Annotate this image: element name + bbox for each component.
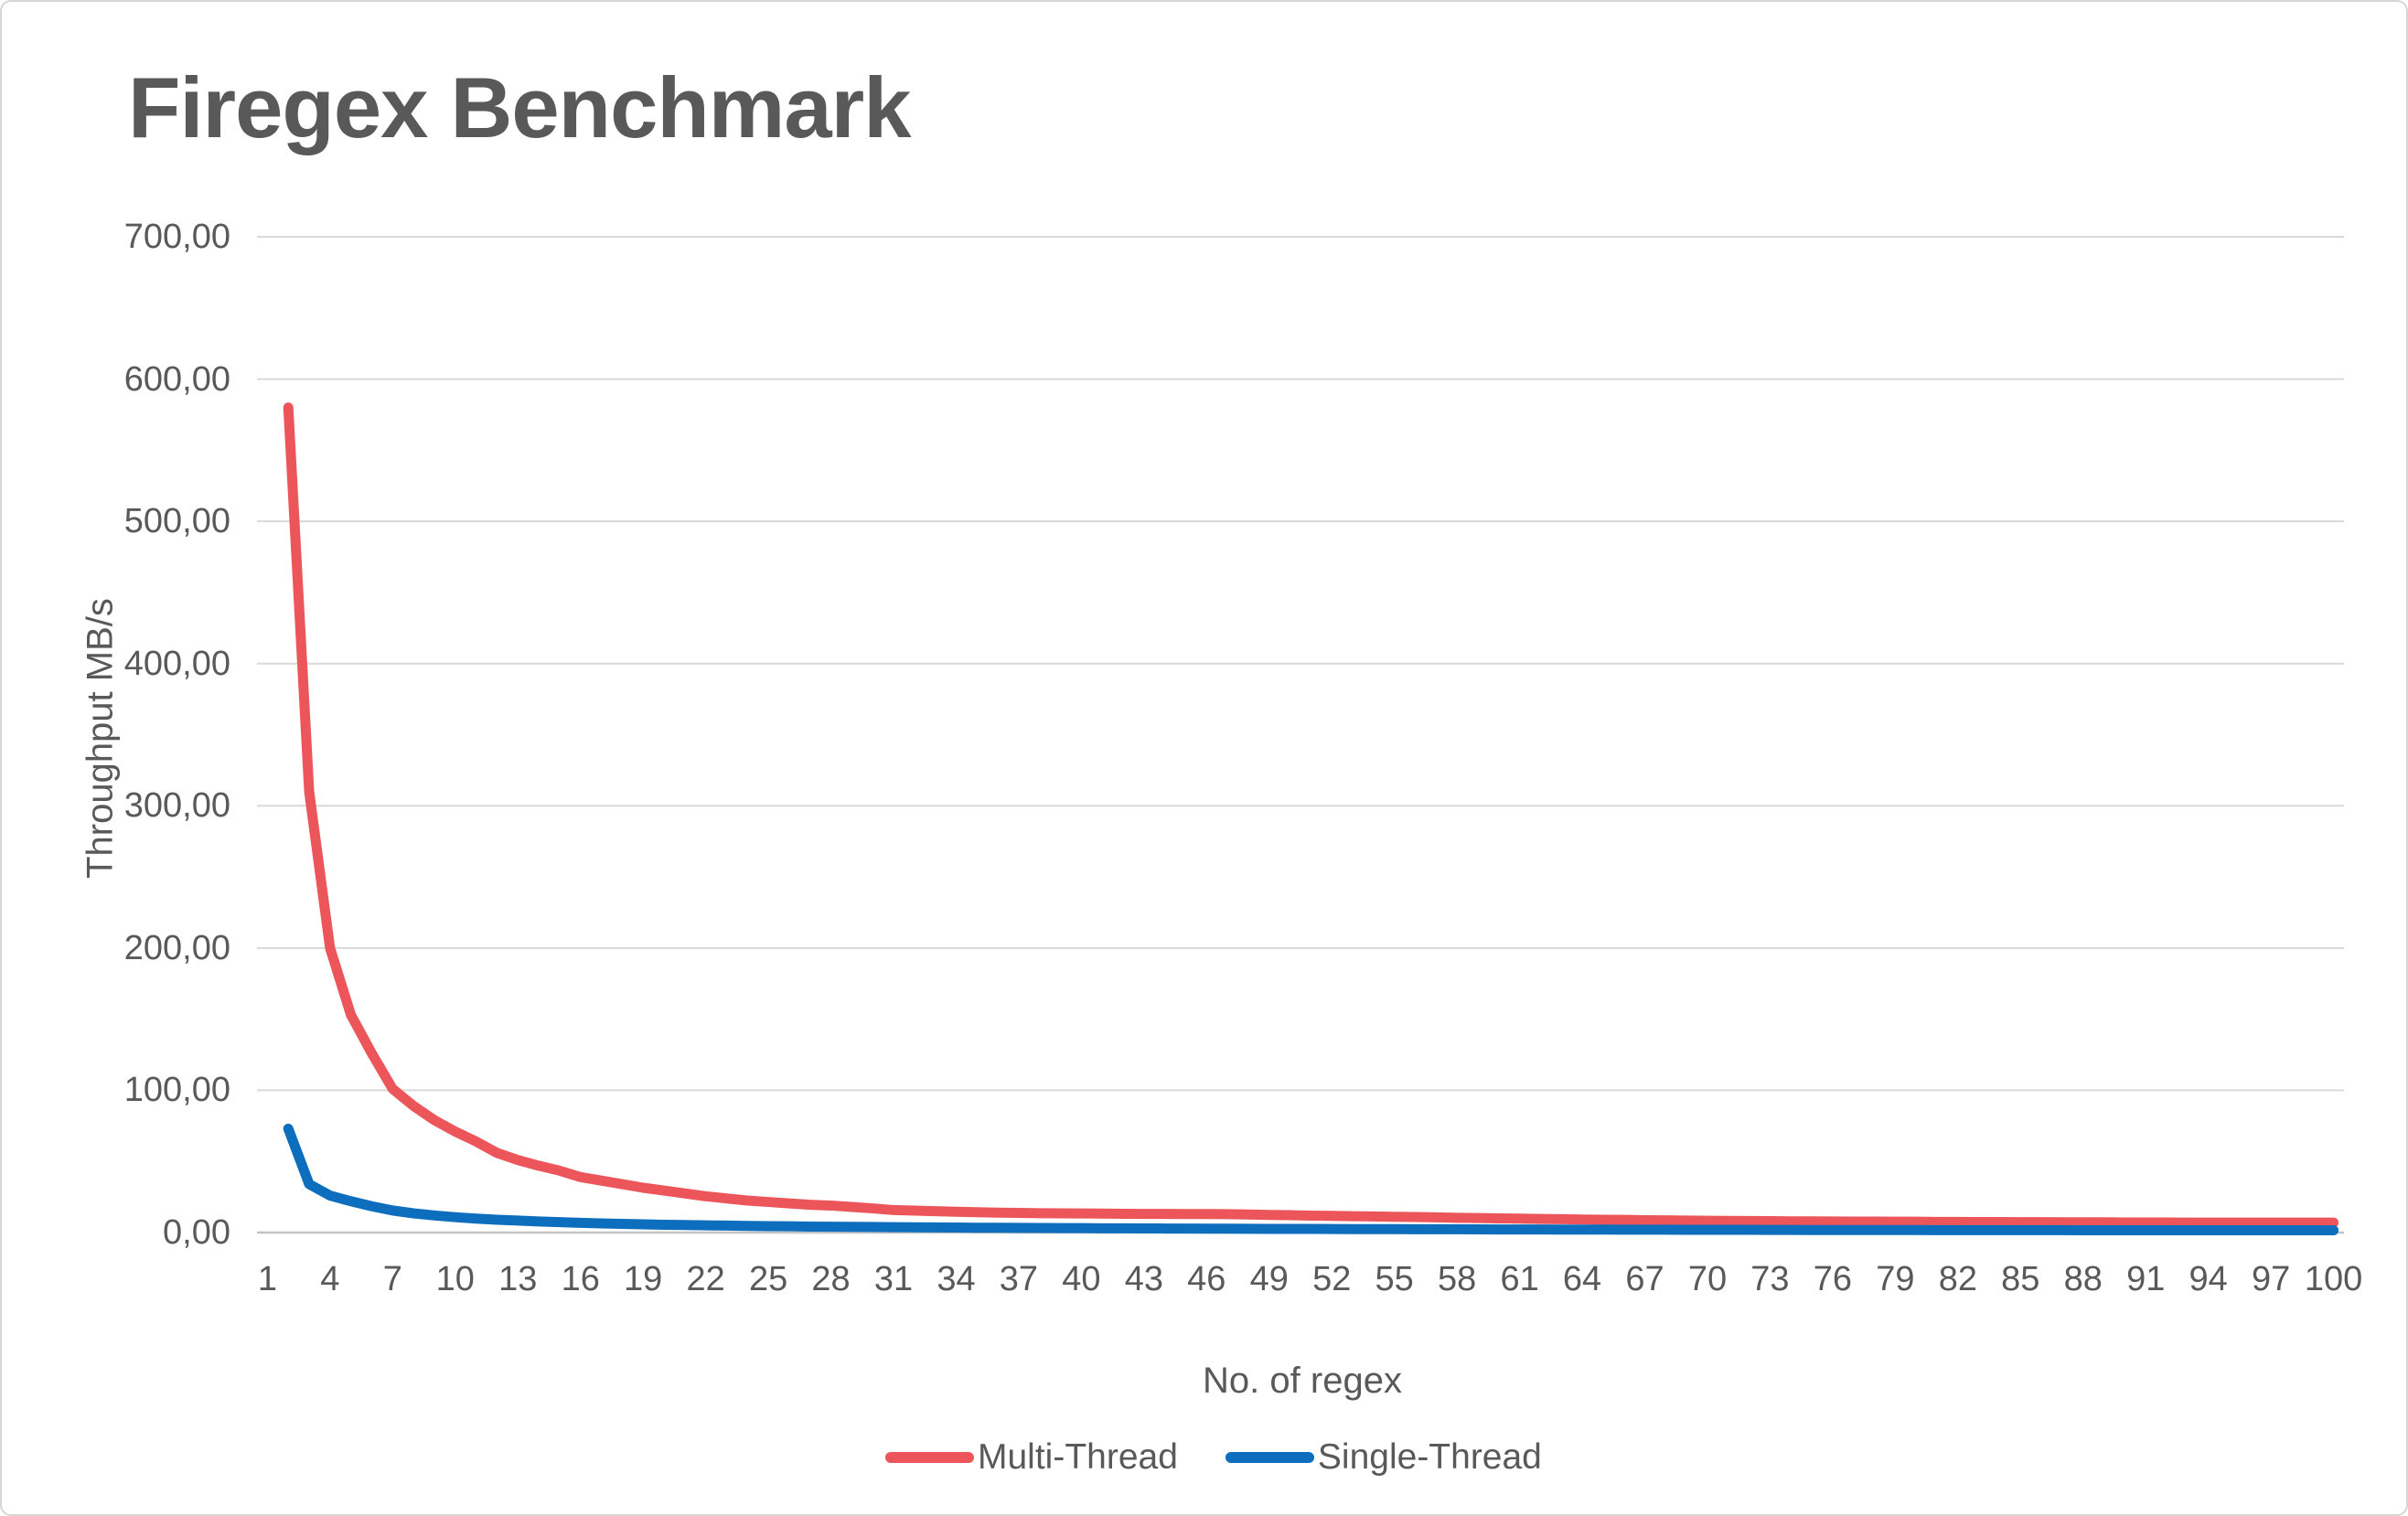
x-tick-label: 85	[2001, 1260, 2040, 1298]
y-tick-label: 100,00	[123, 1071, 230, 1110]
x-tick-label: 31	[873, 1260, 914, 1298]
single-thread-line	[283, 1123, 2339, 1236]
x-tick-label: 61	[1500, 1260, 1539, 1298]
y-tick-label: 600,00	[123, 359, 230, 399]
x-tick-label: 82	[1938, 1260, 1977, 1298]
x-tick-label: 91	[2126, 1260, 2166, 1298]
legend-swatch-single-thread	[1225, 1452, 1314, 1463]
x-tick-label: 55	[1375, 1260, 1414, 1298]
x-tick-label: 34	[936, 1260, 976, 1298]
y-tick-label: 500,00	[123, 502, 230, 541]
chart-title: Firegex Benchmark	[128, 59, 911, 155]
x-tick-label: 49	[1249, 1260, 1289, 1298]
x-tick-label: 46	[1187, 1260, 1226, 1298]
x-tick-label: 16	[561, 1260, 600, 1298]
x-tick-label: 43	[1124, 1260, 1163, 1298]
x-tick-label: 7	[382, 1260, 402, 1298]
x-tick-label: 67	[1625, 1260, 1664, 1298]
x-tick-label: 25	[748, 1260, 788, 1298]
x-tick-label: 79	[1876, 1260, 1915, 1298]
x-tick-label: 58	[1438, 1260, 1477, 1298]
x-tick-label: 73	[1750, 1260, 1790, 1298]
legend-label-single-thread: Single-Thread	[1317, 1437, 1542, 1477]
x-tick-label: 28	[811, 1260, 851, 1298]
x-tick-label: 40	[1062, 1260, 1101, 1298]
y-tick-label: 700,00	[123, 218, 230, 256]
x-tick-label: 76	[1813, 1260, 1853, 1298]
legend-label-multi-thread: Multi-Thread	[978, 1437, 1178, 1477]
y-tick-label: 400,00	[123, 644, 230, 683]
x-tick-label: 52	[1312, 1260, 1352, 1298]
legend-swatch-multi-thread	[885, 1452, 974, 1463]
x-tick-label: 1	[257, 1260, 277, 1298]
x-tick-label: 19	[624, 1260, 663, 1298]
x-tick-label: 70	[1687, 1260, 1728, 1298]
x-tick-label: 88	[2063, 1260, 2103, 1298]
x-tick-label: 37	[999, 1260, 1039, 1298]
y-tick-label: 200,00	[123, 928, 230, 967]
y-tick-label: 0,00	[163, 1213, 230, 1252]
x-tick-label: 10	[435, 1260, 475, 1298]
x-axis-title: No. of regex	[1203, 1361, 1402, 1401]
x-tick-label: 13	[498, 1260, 538, 1298]
x-tick-label: 22	[686, 1260, 725, 1298]
x-tick-label: 97	[2251, 1260, 2291, 1298]
x-tick-label: 94	[2189, 1260, 2228, 1298]
x-tick-label: 64	[1562, 1260, 1602, 1298]
multi-thread-line	[283, 402, 2339, 1228]
legend: Multi-Thread Single-Thread	[885, 1437, 1542, 1477]
x-tick-label: 4	[320, 1260, 340, 1298]
x-tick-label: 100	[2304, 1260, 2363, 1298]
y-tick-label: 300,00	[123, 786, 230, 826]
